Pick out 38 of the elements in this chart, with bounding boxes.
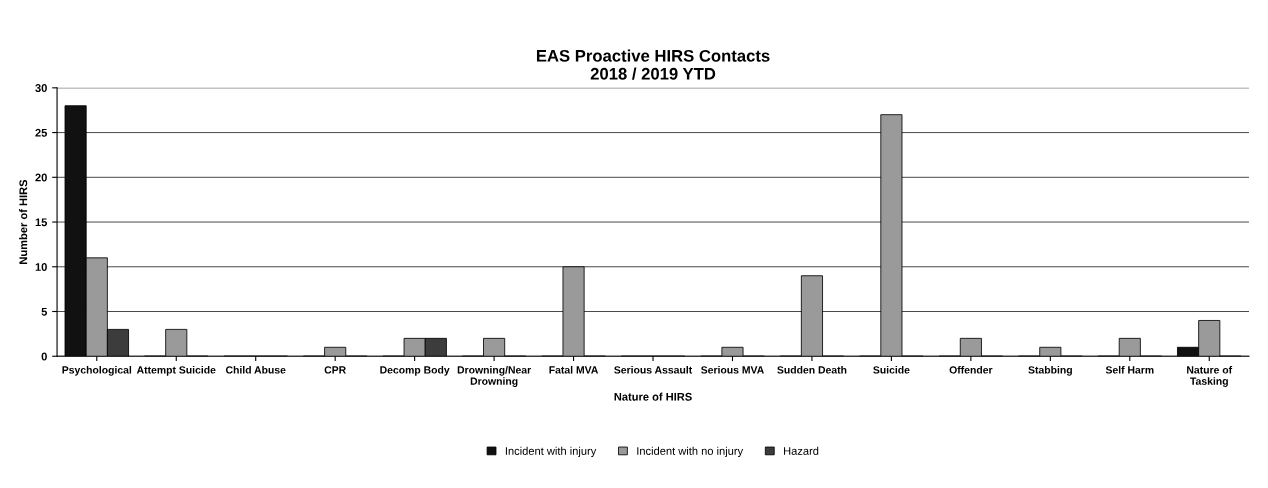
x-tick-label: Drowning/Near Drowning xyxy=(457,365,531,387)
bar xyxy=(483,337,506,357)
y-tick-label: 15 xyxy=(35,218,48,227)
x-tick-label: Serious MVA xyxy=(701,365,764,374)
bar xyxy=(800,275,823,357)
bar xyxy=(1039,346,1062,357)
x-tick-label: Offender xyxy=(949,365,993,374)
bar xyxy=(721,346,744,357)
legend-label: Incident with injury xyxy=(505,446,597,458)
x-tick-label: Psychological xyxy=(62,365,132,376)
x-tick-label: Stabbing xyxy=(1028,365,1072,376)
x-tick-label: Nature of Tasking xyxy=(1187,365,1233,387)
x-tick-label: Decomp Body xyxy=(380,365,450,376)
x-tick-label: Child Abuse xyxy=(225,365,286,374)
chart-title: EAS Proactive HIRS Contacts 2018 / 2019 YTD xyxy=(536,49,770,80)
bar xyxy=(165,328,188,357)
x-axis-title: Nature of HIRS xyxy=(614,392,692,401)
x-tick-label: Suicide xyxy=(873,365,910,374)
bar xyxy=(562,266,585,357)
y-axis-title: Number of HIRS xyxy=(19,179,28,264)
x-tick-label: Sudden Death xyxy=(777,365,847,374)
y-tick-label: 5 xyxy=(41,307,48,316)
bar xyxy=(1118,337,1141,357)
legend-label: Hazard xyxy=(784,446,819,455)
x-tick-label: Attempt Suicide xyxy=(136,365,216,376)
y-tick-label: 25 xyxy=(35,128,48,137)
bar xyxy=(880,114,903,357)
bar xyxy=(959,337,982,357)
x-tick-label: Self Harm xyxy=(1105,365,1154,374)
legend-label: Incident with no injury xyxy=(637,446,744,458)
bar xyxy=(324,346,347,357)
x-tick-label: Serious Assault xyxy=(614,365,693,374)
y-tick-label: 30 xyxy=(35,84,47,92)
y-tick-label: 0 xyxy=(41,352,47,361)
y-tick-label: 10 xyxy=(35,263,47,271)
x-tick-label: Fatal MVA xyxy=(549,365,599,374)
x-tick-label: CPR xyxy=(324,366,346,374)
y-tick-label: 20 xyxy=(35,173,47,182)
